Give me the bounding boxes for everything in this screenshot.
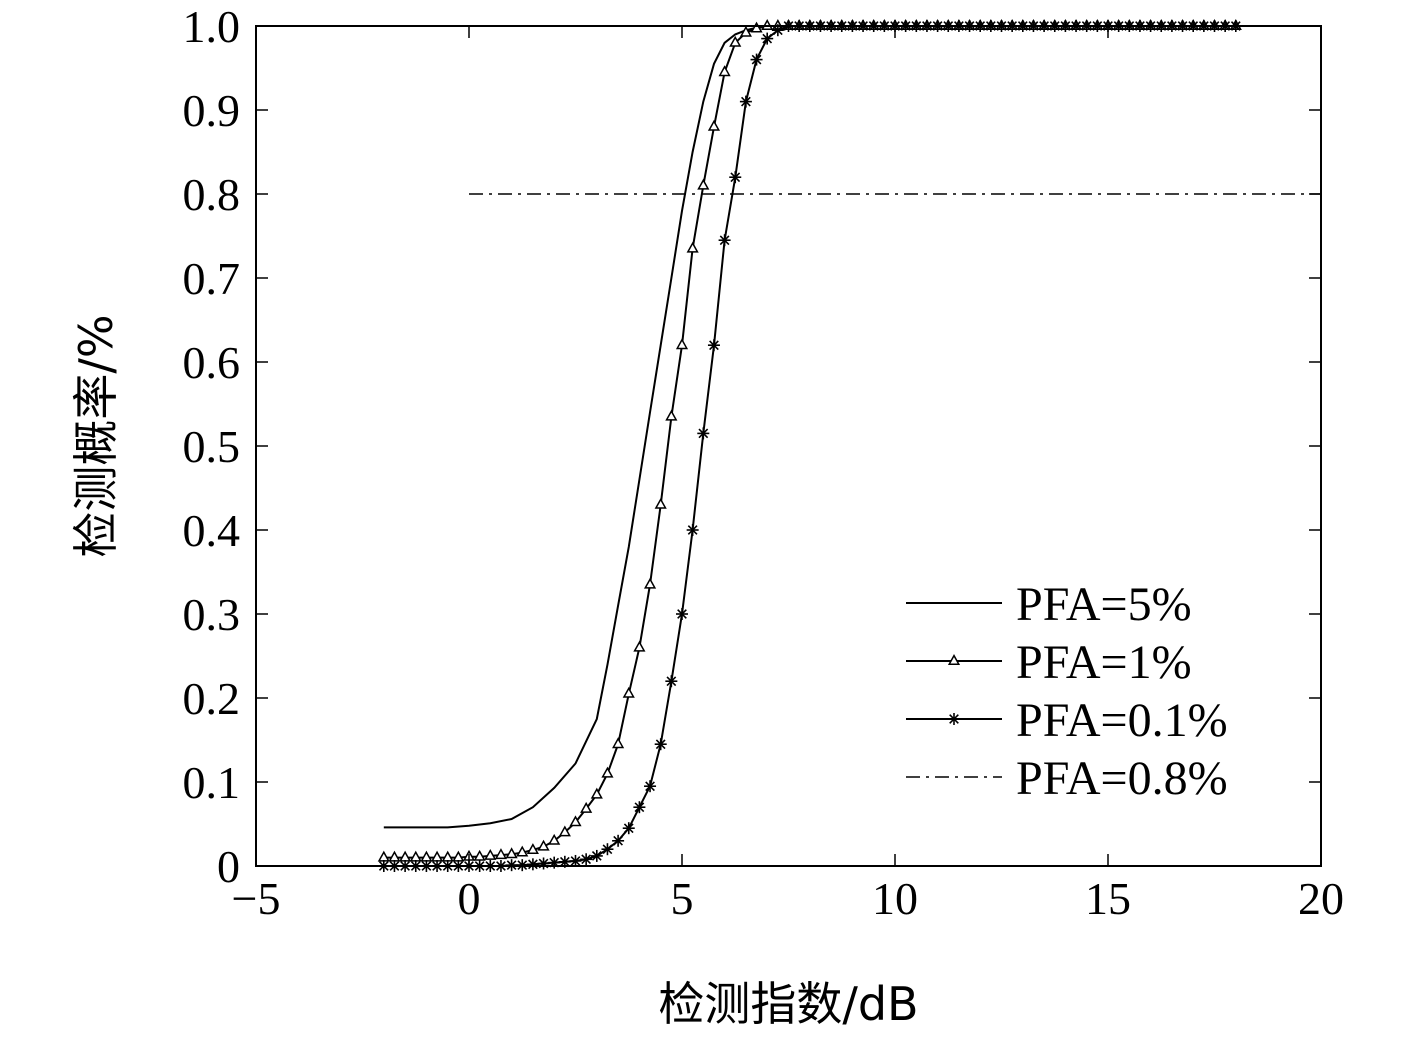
- triangle-marker: [750, 21, 763, 33]
- triangle-marker: [526, 843, 539, 855]
- star-marker: [750, 53, 763, 66]
- legend-label: PFA=1%: [1016, 636, 1192, 689]
- star-marker: [729, 171, 742, 184]
- star-marker: [644, 780, 657, 793]
- triangle-marker: [505, 847, 518, 859]
- triangle-marker: [707, 119, 721, 131]
- star-marker: [718, 234, 731, 247]
- triangle-marker: [430, 850, 444, 862]
- triangle-marker: [537, 839, 550, 851]
- star-marker: [761, 32, 774, 45]
- triangle-marker: [420, 850, 433, 862]
- star-marker: [601, 843, 614, 856]
- triangle-marker: [388, 850, 401, 862]
- x-tick-label: −5: [232, 873, 281, 924]
- y-axis-label: 检测概率/%: [69, 314, 123, 557]
- triangle-marker: [601, 766, 614, 778]
- triangle-marker: [441, 850, 454, 862]
- y-tick-label: 0: [217, 841, 240, 892]
- y-tick-label: 1.0: [183, 1, 241, 52]
- star-marker: [739, 95, 752, 108]
- triangle-marker: [686, 241, 699, 253]
- triangle-marker: [569, 815, 582, 827]
- triangle-marker: [484, 848, 497, 860]
- triangle-marker: [590, 787, 603, 799]
- x-axis-label: 检测指数/dB: [658, 977, 918, 1031]
- triangle-marker: [654, 497, 667, 509]
- triangle-marker: [675, 338, 689, 350]
- triangle-marker: [548, 833, 561, 845]
- y-tick-label: 0.3: [183, 589, 241, 640]
- star-marker: [622, 822, 635, 835]
- legend-entry-2: PFA=0.1%: [906, 694, 1228, 747]
- legend-label: PFA=0.1%: [1016, 694, 1228, 747]
- star-marker: [590, 849, 603, 862]
- x-tick-label: 20: [1298, 873, 1344, 924]
- triangle-marker: [409, 850, 422, 862]
- star-marker: [558, 855, 571, 868]
- triangle-marker: [377, 850, 390, 862]
- y-tick-label: 0.4: [183, 505, 241, 556]
- star-marker: [686, 524, 699, 536]
- legend-entry-1: PFA=1%: [906, 636, 1192, 689]
- legend-triangle-marker: [947, 654, 961, 665]
- triangle-marker: [622, 686, 635, 698]
- y-tick-label: 0.9: [183, 85, 241, 136]
- triangle-marker: [580, 801, 593, 813]
- triangle-marker: [729, 35, 742, 47]
- triangle-marker: [399, 850, 412, 862]
- star-marker: [676, 608, 688, 620]
- axis-ticks: −5 0 5 10 15 2000.10.20.30.40.50.60.70.80.91.…: [183, 1, 1345, 924]
- star-marker: [612, 834, 625, 847]
- star-marker: [537, 857, 550, 870]
- legend-star-marker: [948, 713, 960, 725]
- y-tick-label: 0.1: [183, 757, 241, 808]
- triangle-marker: [612, 737, 625, 749]
- triangle-marker: [665, 409, 678, 421]
- star-marker: [654, 738, 667, 751]
- star-marker: [665, 675, 678, 688]
- star-marker: [569, 854, 582, 867]
- star-marker: [580, 853, 593, 866]
- x-tick-label: 5: [671, 873, 694, 924]
- triangle-marker: [633, 640, 646, 652]
- y-tick-label: 0.6: [183, 337, 241, 388]
- legend-entry-3: PFA=0.8%: [906, 752, 1228, 805]
- legend: PFA=5%PFA=1%PFA=0.1%PFA=0.8%: [906, 578, 1228, 805]
- triangle-marker: [697, 178, 710, 190]
- x-tick-label: 15: [1085, 873, 1131, 924]
- y-tick-label: 0.5: [183, 421, 241, 472]
- legend-label: PFA=0.8%: [1016, 752, 1228, 805]
- y-tick-label: 0.2: [183, 673, 241, 724]
- star-marker: [707, 339, 720, 352]
- triangle-marker: [761, 19, 774, 30]
- legend-entry-0: PFA=5%: [906, 578, 1192, 631]
- triangle-marker: [516, 845, 529, 857]
- triangle-marker: [494, 848, 508, 860]
- triangle-marker: [739, 25, 752, 37]
- star-marker: [697, 427, 710, 440]
- triangle-marker: [718, 65, 731, 77]
- y-tick-label: 0.8: [183, 169, 241, 220]
- triangle-marker: [643, 577, 657, 589]
- x-tick-label: 0: [458, 873, 481, 924]
- x-tick-label: 10: [872, 873, 918, 924]
- triangle-marker: [558, 825, 571, 837]
- legend-label: PFA=5%: [1016, 578, 1192, 631]
- star-marker: [633, 801, 646, 814]
- star-marker: [526, 858, 539, 871]
- y-tick-label: 0.7: [183, 253, 241, 304]
